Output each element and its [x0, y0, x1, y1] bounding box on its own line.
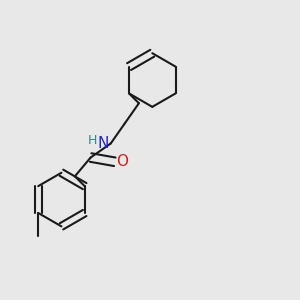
Text: H: H	[88, 134, 98, 147]
Text: O: O	[116, 154, 128, 169]
Text: N: N	[98, 136, 109, 151]
